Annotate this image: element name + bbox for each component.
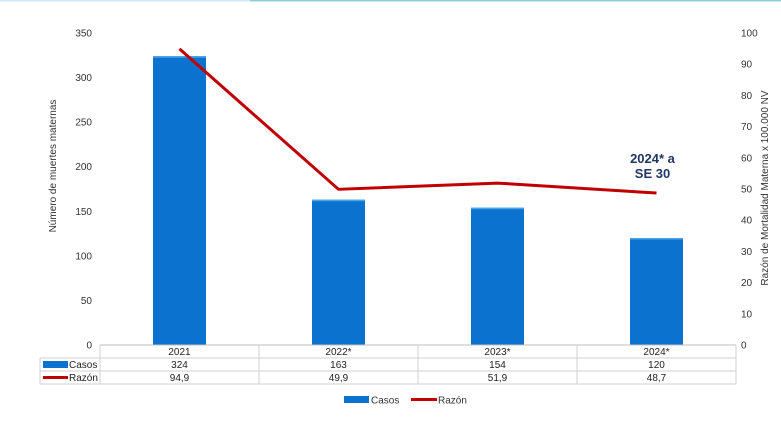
- y2-tick-label: 70: [741, 122, 753, 133]
- data-label: 94,9: [170, 373, 190, 384]
- legend: Casos Razón: [344, 396, 467, 407]
- y2-tick-label: 80: [741, 91, 753, 102]
- top-strip-left: [0, 0, 250, 2]
- y-tick-label: 350: [75, 29, 92, 40]
- legend-swatch: [344, 396, 369, 403]
- bar: [153, 56, 206, 345]
- bar-highlight: [471, 207, 524, 210]
- y2-tick-label: 100: [741, 29, 758, 40]
- bar: [312, 199, 365, 345]
- top-strip-right: [250, 0, 781, 2]
- bar: [630, 238, 683, 345]
- data-label: 120: [648, 360, 665, 371]
- annotation-line: SE 30: [635, 166, 670, 181]
- x-tick-label: 2022*: [325, 347, 351, 358]
- table-series-name: Casos: [69, 360, 97, 371]
- data-label: 324: [171, 360, 188, 371]
- y-tick-label: 250: [75, 118, 92, 129]
- y2-tick-label: 20: [741, 278, 753, 289]
- bar-highlight: [153, 56, 206, 58]
- data-label: 154: [489, 360, 506, 371]
- annotation: 2024* a SE 30: [630, 151, 676, 181]
- x-tick-label: 2024*: [643, 347, 669, 358]
- annotation-line: 2024* a: [630, 151, 676, 166]
- y2-tick-label: 30: [741, 247, 753, 258]
- right-axis-ticks: 0 10 20 30 40 50 60 70 80 90 100: [741, 29, 758, 352]
- left-axis-ticks: 0 50 100 150 200 250 300 350: [75, 29, 92, 352]
- line-path: [178, 47, 657, 195]
- left-axis-title: Número de muertes maternas: [48, 100, 59, 233]
- legend-label: Casos: [371, 396, 399, 407]
- line-series-razon: [178, 47, 657, 195]
- right-axis-title: Razón de Mortalidad Materna x 100.000 NV: [760, 90, 771, 285]
- data-label: 49,9: [329, 373, 349, 384]
- data-label: 48,7: [647, 373, 667, 384]
- data-table: 2021 2022* 2023* 2024* Casos 324 163 154 120 Razó…: [39, 344, 737, 385]
- data-label: 163: [330, 360, 347, 371]
- legend-label: Razón: [438, 396, 467, 407]
- y-tick-label: 0: [86, 341, 92, 352]
- y-tick-label: 200: [75, 162, 92, 173]
- table-series-name: Razón: [69, 373, 98, 384]
- data-label: 51,9: [488, 373, 508, 384]
- y-tick-label: 300: [75, 73, 92, 84]
- y2-tick-label: 60: [741, 153, 753, 164]
- y2-tick-label: 10: [741, 309, 753, 320]
- bar-highlight: [630, 238, 683, 240]
- bar-highlight: [312, 199, 365, 202]
- y2-tick-label: 90: [741, 60, 753, 71]
- bar: [471, 207, 524, 345]
- y-tick-label: 150: [75, 207, 92, 218]
- y-tick-label: 100: [75, 251, 92, 262]
- bar-series-casos: [153, 56, 683, 345]
- x-tick-label: 2023*: [484, 347, 510, 358]
- x-tick-label: 2021: [168, 347, 191, 358]
- y2-tick-label: 0: [741, 341, 747, 352]
- y2-tick-label: 40: [741, 216, 753, 227]
- y2-tick-label: 50: [741, 185, 753, 196]
- y-tick-label: 50: [81, 296, 93, 307]
- table-key-swatch: [43, 361, 68, 368]
